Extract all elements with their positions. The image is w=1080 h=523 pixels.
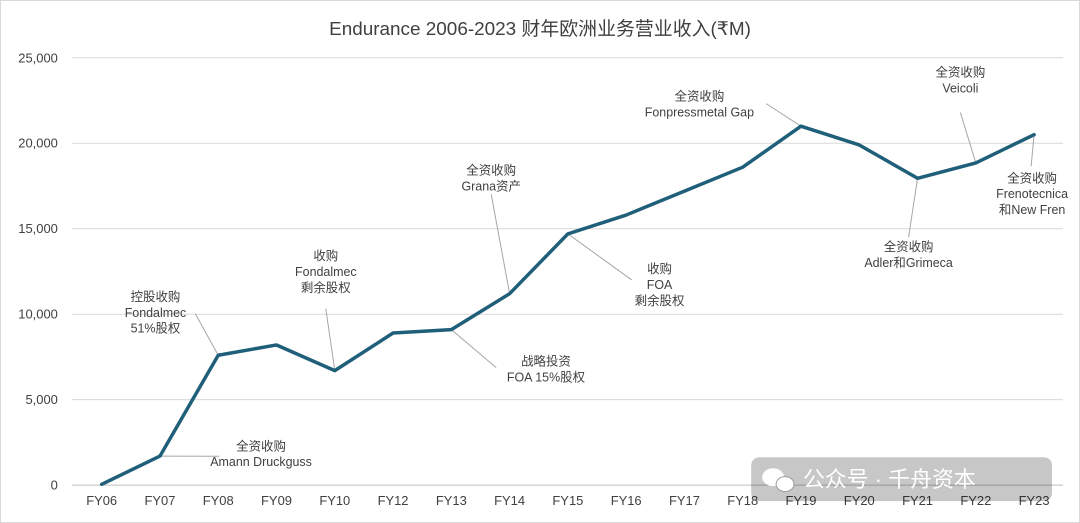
annotation-leader xyxy=(325,308,336,371)
x-tick-label: FY06 xyxy=(86,493,117,508)
annotation-line: 收购 xyxy=(647,261,672,276)
annotation-line: Fonpressmetal Gap xyxy=(645,106,754,120)
annotation-line: 全资收购 xyxy=(675,89,725,104)
annotation-label: 战略投资 FOA 15%股权 xyxy=(507,354,586,385)
annotation-leader xyxy=(194,313,219,356)
annotation-line: 控股收购 xyxy=(131,289,181,304)
y-tick-label: 25,000 xyxy=(18,50,58,65)
watermark: 公众号 · 千舟资本 xyxy=(751,457,1053,502)
x-tick-label: FY15 xyxy=(552,493,583,508)
x-tick-label: FY12 xyxy=(378,493,409,508)
x-tick-label: FY22 xyxy=(960,493,991,508)
x-tick-label: FY09 xyxy=(261,493,292,508)
x-tick-label: FY16 xyxy=(611,493,642,508)
annotation-leader xyxy=(490,194,511,294)
y-tick-label: 0 xyxy=(51,478,58,493)
annotation-line: Grana资产 xyxy=(461,179,520,193)
x-tick-label: FY08 xyxy=(203,493,234,508)
annotation-label: 全资收购 Frenotecnica 和New Fren xyxy=(996,170,1068,217)
x-tick-label: FY10 xyxy=(319,493,350,508)
annotation-line: 全资收购 xyxy=(466,162,516,177)
y-axis-ticks: 0 5,000 10,000 15,000 20,000 25,000 xyxy=(18,50,58,492)
x-tick-label: FY20 xyxy=(844,493,875,508)
annotation-line: 和New Fren xyxy=(999,203,1065,217)
series-line xyxy=(99,124,1036,487)
y-tick-label: 20,000 xyxy=(18,136,58,151)
x-tick-label: FY23 xyxy=(1019,493,1050,508)
annotation-line: 剩余股权 xyxy=(301,280,351,295)
x-axis-ticks: FY06 FY07 FY08 FY09 FY10 FY12 FY13 FY14 FY15 FY16… xyxy=(86,493,1049,508)
annotation-leader xyxy=(451,329,497,368)
annotation-line: Adler和Grimeca xyxy=(864,256,953,270)
annotation-leader xyxy=(765,103,802,127)
annotation-line: FOA xyxy=(647,278,673,292)
annotation-line: 全资收购 xyxy=(236,438,286,453)
annotation-line: Amann Druckguss xyxy=(210,455,312,469)
x-tick-label: FY19 xyxy=(786,493,817,508)
watermark-text: 公众号 · 千舟资本 xyxy=(803,467,976,492)
annotation-leader xyxy=(1030,134,1035,167)
x-tick-label: FY18 xyxy=(727,493,758,508)
annotation-label: 全资收购 Adler和Grimeca xyxy=(864,239,953,270)
annotation-line: Fondalmec xyxy=(125,306,187,320)
annotation-label: 全资收购 Veicoli xyxy=(936,65,986,96)
y-tick-label: 15,000 xyxy=(18,221,58,236)
x-tick-label: FY17 xyxy=(669,493,700,508)
annotation-label: 全资收购 Fonpressmetal Gap xyxy=(645,89,754,120)
gridlines xyxy=(71,57,1063,401)
annotation-line: 全资收购 xyxy=(936,65,986,80)
x-tick-label: FY21 xyxy=(902,493,933,508)
annotation-leader xyxy=(567,233,632,281)
annotation-label: 收购 Fondalmec 剩余股权 xyxy=(295,248,357,295)
annotation-line: 收购 xyxy=(313,248,338,263)
annotation-label: 全资收购 Amann Druckguss xyxy=(210,438,312,469)
x-tick-label: FY14 xyxy=(494,493,525,508)
annotation-label: 全资收购 Grana资产 xyxy=(461,162,520,193)
x-tick-label: FY07 xyxy=(144,493,175,508)
annotation-label: 收购 FOA 剩余股权 xyxy=(635,261,685,308)
annotation-label: 控股收购 Fondalmec 51%股权 xyxy=(125,289,187,336)
wechat-icon xyxy=(762,468,795,493)
annotation-line: 51%股权 xyxy=(131,321,181,336)
annotation-line: 全资收购 xyxy=(884,239,934,254)
annotation-leader xyxy=(908,178,919,238)
y-tick-label: 10,000 xyxy=(18,307,58,322)
x-tick-label: FY13 xyxy=(436,493,467,508)
annotation-line: 战略投资 xyxy=(521,354,571,369)
annotation-line: 剩余股权 xyxy=(635,293,685,308)
annotation-leaders xyxy=(159,103,1035,457)
annotation-line: Frenotecnica xyxy=(996,187,1068,201)
annotation-leader xyxy=(959,112,977,164)
annotation-line: FOA 15%股权 xyxy=(507,370,586,385)
y-tick-label: 5,000 xyxy=(25,392,57,407)
annotation-line: 全资收购 xyxy=(1007,170,1057,185)
chart-title: Endurance 2006-2023 财年欧洲业务营业收入(₹M) xyxy=(329,18,751,40)
annotation-line: Fondalmec xyxy=(295,265,357,279)
annotation-line: Veicoli xyxy=(942,82,978,96)
